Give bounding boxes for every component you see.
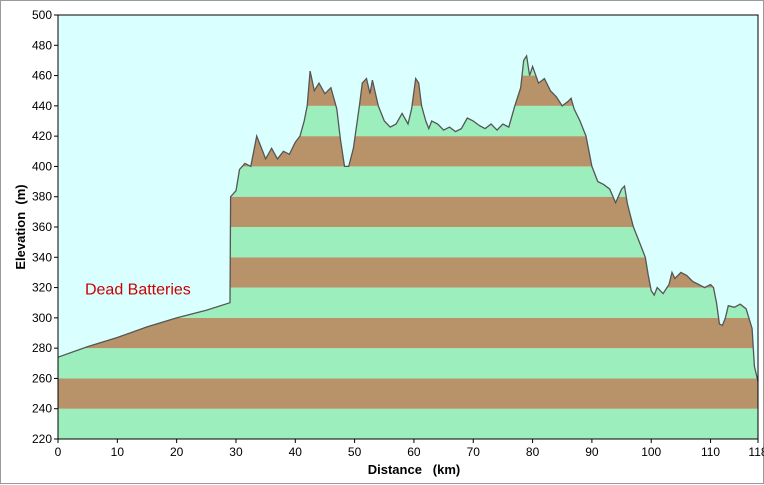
x-axis-title: Distance (km) — [368, 462, 460, 477]
x-tick-label: 100 — [641, 445, 661, 459]
y-tick-label: 220 — [32, 432, 52, 446]
x-tick-label: 70 — [467, 445, 481, 459]
x-tick-label: 60 — [407, 445, 421, 459]
y-tick-label: 280 — [32, 341, 52, 355]
x-tick-label: 110 — [701, 445, 720, 459]
y-tick-label: 360 — [32, 220, 52, 234]
y-tick-label: 340 — [32, 250, 52, 264]
annotation-dead-batteries: Dead Batteries — [85, 282, 191, 299]
y-tick-label: 320 — [32, 281, 52, 295]
elevation-band-280 — [58, 317, 758, 349]
y-tick-label: 480 — [32, 38, 52, 52]
y-tick-label: 440 — [32, 99, 52, 113]
elevation-band-260 — [58, 348, 758, 379]
x-tick-label: 30 — [229, 445, 243, 459]
y-axis-title: Elevation (m) — [13, 184, 28, 269]
y-tick-label: 420 — [32, 129, 52, 143]
x-tick-label: 118 — [748, 445, 764, 459]
x-tick-label: 80 — [526, 445, 540, 459]
y-tick-label: 300 — [32, 311, 52, 325]
y-axis: 220 240 260 280 300 320 340 360 380 400 420 440 460 4… — [32, 8, 58, 446]
x-tick-label: 20 — [170, 445, 184, 459]
y-tick-label: 460 — [32, 69, 52, 83]
elevation-profile-line — [57, 54, 759, 382]
y-tick-label: 260 — [32, 371, 52, 385]
x-axis: 0 10 20 30 40 50 60 70 80 90 100 110 118 — [55, 439, 764, 459]
y-tick-label: 500 — [32, 8, 52, 22]
x-tick-label: 90 — [585, 445, 599, 459]
x-tick-label: 10 — [111, 445, 125, 459]
x-tick-label: 50 — [348, 445, 362, 459]
y-tick-label: 380 — [32, 190, 52, 204]
plot-border — [57, 14, 759, 440]
x-tick-label: 40 — [289, 445, 303, 459]
x-tick-label: 0 — [55, 445, 62, 459]
y-tick-label: 400 — [32, 159, 52, 173]
y-tick-label: 240 — [32, 402, 52, 416]
elevation-band-220 — [58, 408, 758, 439]
elevation-band-240 — [58, 378, 758, 409]
